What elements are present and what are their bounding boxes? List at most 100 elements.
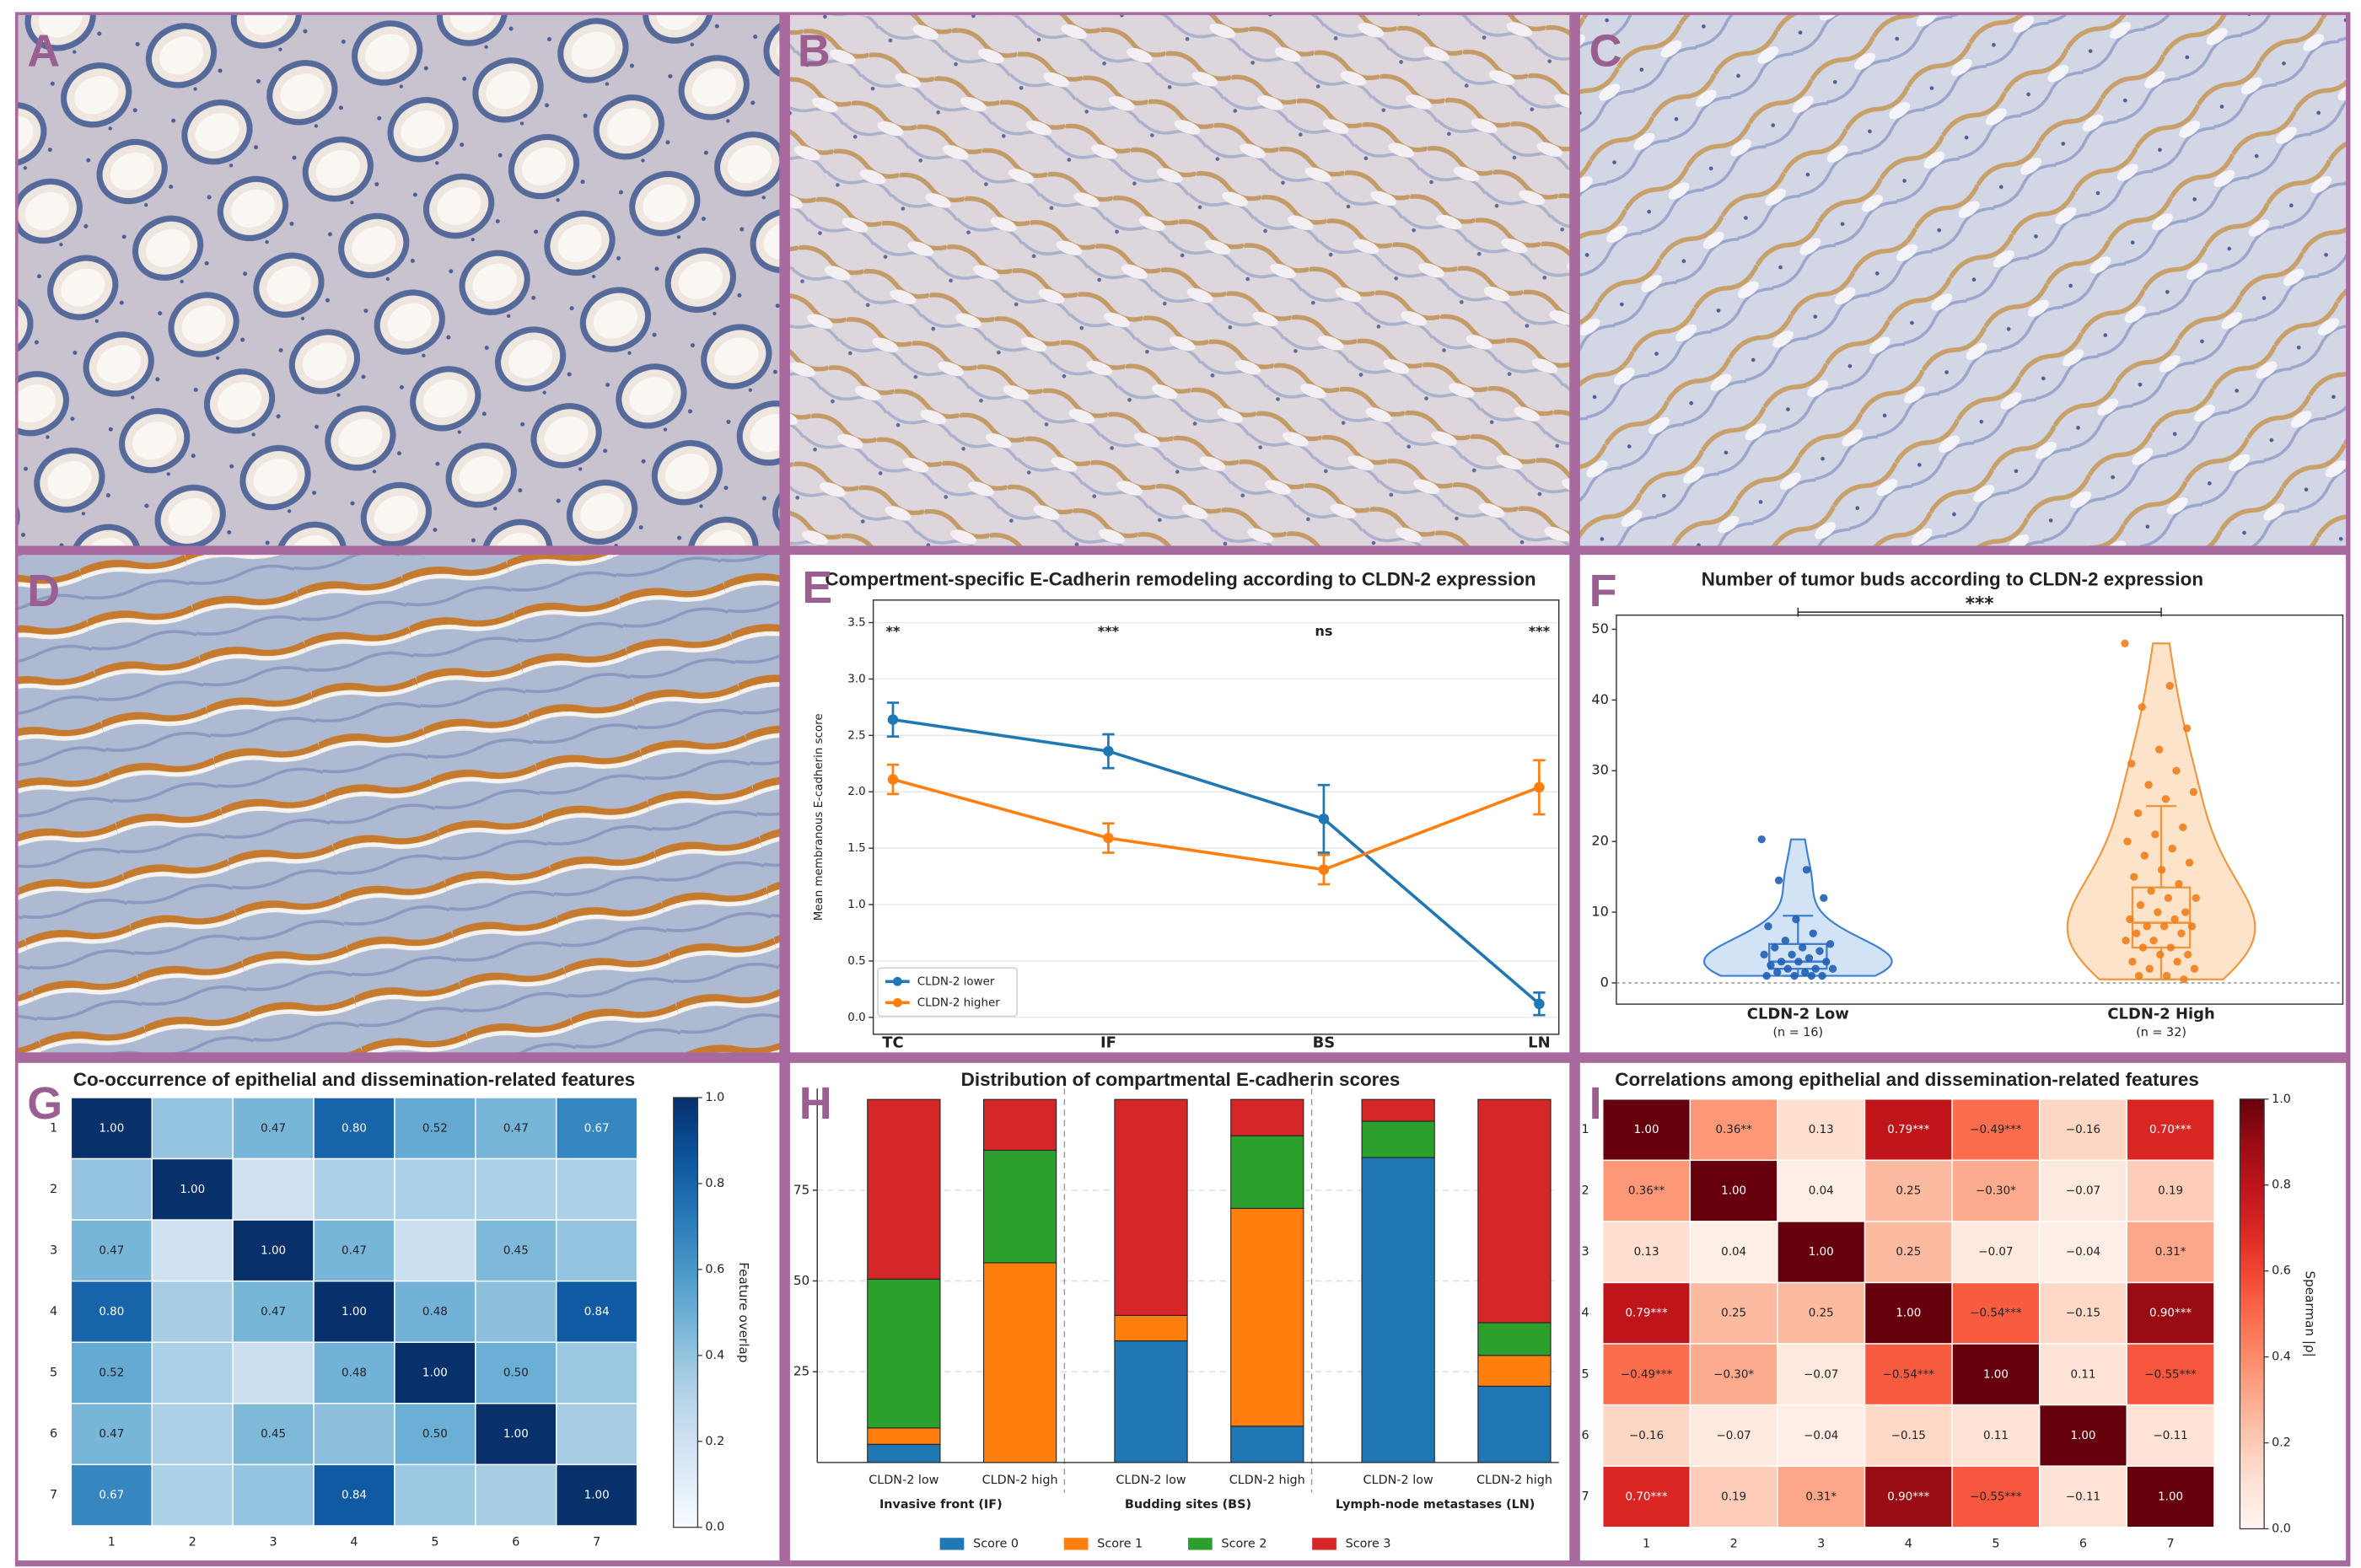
heatmap-cell	[313, 1097, 395, 1160]
heatmap-cell	[1689, 1343, 1778, 1406]
panel-label: G	[27, 1078, 62, 1129]
heatmap-cell	[313, 1280, 395, 1343]
cell-label: 1.00	[584, 1490, 610, 1502]
point	[2145, 964, 2154, 973]
panel-label: C	[1589, 26, 1622, 77]
heatmap-cell	[394, 1403, 476, 1466]
heatmap-cell	[2038, 1343, 2128, 1406]
colorbar-tick-label: 0.0	[2272, 1522, 2291, 1536]
x-tick-label: 4	[1905, 1537, 1912, 1550]
cell-label: 0.67	[99, 1490, 124, 1502]
x-tick-label: CLDN-2 low	[1363, 1474, 1433, 1487]
point	[887, 774, 899, 785]
bar-segment	[867, 1427, 941, 1445]
cell-label: −0.49***	[1621, 1368, 1673, 1381]
point	[1781, 936, 1790, 945]
cell-label: 0.84	[584, 1306, 610, 1318]
point	[1818, 971, 1826, 980]
point	[1773, 968, 1782, 977]
point	[1788, 950, 1796, 959]
cell-label: 0.80	[342, 1122, 367, 1135]
point	[2151, 830, 2159, 839]
heatmap-cell	[1864, 1343, 1953, 1406]
y-tick-label: 3	[50, 1243, 57, 1257]
cell-label: 0.25	[1896, 1185, 1921, 1198]
bar-segment	[1361, 1120, 1435, 1158]
point	[1534, 781, 1545, 793]
bar-segment	[983, 1098, 1057, 1152]
x-tick-label: CLDN-2 low	[1116, 1474, 1186, 1487]
point	[2182, 724, 2192, 733]
cell-label: 0.25	[1721, 1308, 1746, 1320]
group-label: Lymph-node metastases (LN)	[1336, 1498, 1535, 1512]
point	[2181, 908, 2190, 916]
legend-label: Score 0	[973, 1537, 1019, 1550]
cell-label: 0.79***	[1887, 1124, 1929, 1136]
y-tick-label: 10	[1591, 904, 1609, 920]
cell-label: −0.30*	[1976, 1185, 2016, 1198]
cell-label: 0.50	[422, 1428, 448, 1441]
heatmap-cell	[394, 1219, 476, 1282]
x-tick-label: 5	[431, 1536, 438, 1549]
x-tick-label: 3	[270, 1536, 277, 1549]
legend-label: Score 2	[1221, 1537, 1267, 1550]
point	[2187, 922, 2197, 931]
heatmap-cell	[1602, 1281, 1691, 1345]
bar-segment	[1477, 1322, 1552, 1356]
plot-frame	[872, 599, 1560, 1035]
cell-label: −0.15	[1891, 1430, 1926, 1442]
legend-swatch	[1312, 1538, 1336, 1550]
heatmap-cell	[1689, 1404, 1778, 1467]
x-tick-label: 1	[108, 1536, 116, 1549]
legend-swatch	[892, 976, 902, 986]
x-tick-label: LN	[1528, 1034, 1550, 1052]
cell-label: −0.07	[2066, 1185, 2100, 1198]
y-tick-label: 4	[1581, 1307, 1589, 1320]
cell-label: 0.11	[2071, 1368, 2096, 1381]
cell-label: −0.55***	[2144, 1368, 2197, 1381]
point	[2149, 936, 2158, 945]
point	[1103, 832, 1114, 844]
cell-label: 0.36**	[1715, 1124, 1752, 1136]
y-tick-label: 30	[1591, 762, 1609, 778]
heatmap-cell	[70, 1280, 153, 1343]
point	[2155, 745, 2164, 754]
y-tick-label: 2.5	[847, 729, 865, 742]
heatmap-cell	[232, 1219, 315, 1282]
point	[1792, 915, 1800, 924]
point	[2159, 922, 2169, 931]
point	[2189, 787, 2198, 797]
heatmap-cell	[2126, 1221, 2215, 1284]
colorbar-tick-label: 0.8	[2272, 1179, 2291, 1192]
heatmap-cell	[1689, 1465, 1778, 1528]
point	[2190, 964, 2199, 973]
bar-segment	[1230, 1426, 1304, 1463]
heatmap-cell	[1951, 1098, 2041, 1162]
heatmap-cell	[1689, 1281, 1778, 1345]
bar-segment	[1114, 1314, 1188, 1342]
bar-segment	[1230, 1135, 1304, 1209]
heatmap-cell	[1602, 1159, 1691, 1222]
cell-label: −0.04	[1804, 1430, 1838, 1442]
colorbar-label: Feature overlap	[736, 1262, 751, 1362]
cell-label: 0.45	[503, 1244, 529, 1257]
cell-label: −0.04	[2066, 1246, 2100, 1259]
y-tick-label: 25	[793, 1364, 809, 1379]
cell-label: 0.13	[1634, 1246, 1659, 1259]
heatmap-cell	[1951, 1404, 2041, 1467]
bar-segment	[1477, 1355, 1552, 1387]
point	[1809, 929, 1817, 937]
point	[1534, 998, 1545, 1010]
cell-label: −0.15	[2066, 1308, 2100, 1320]
cell-label: −0.16	[2066, 1124, 2100, 1136]
cell-label: 0.47	[261, 1122, 286, 1135]
y-tick-label: 6	[1581, 1429, 1589, 1442]
point	[2128, 958, 2137, 966]
cell-label: 0.25	[1896, 1246, 1921, 1259]
heatmap-cell	[475, 1157, 557, 1221]
bar-segment	[1230, 1098, 1304, 1136]
x-tick-label: 1	[1643, 1537, 1650, 1550]
y-tick-label: 2.0	[847, 786, 865, 798]
legend-label: Score 3	[1346, 1537, 1391, 1550]
bar-segment	[867, 1443, 941, 1463]
